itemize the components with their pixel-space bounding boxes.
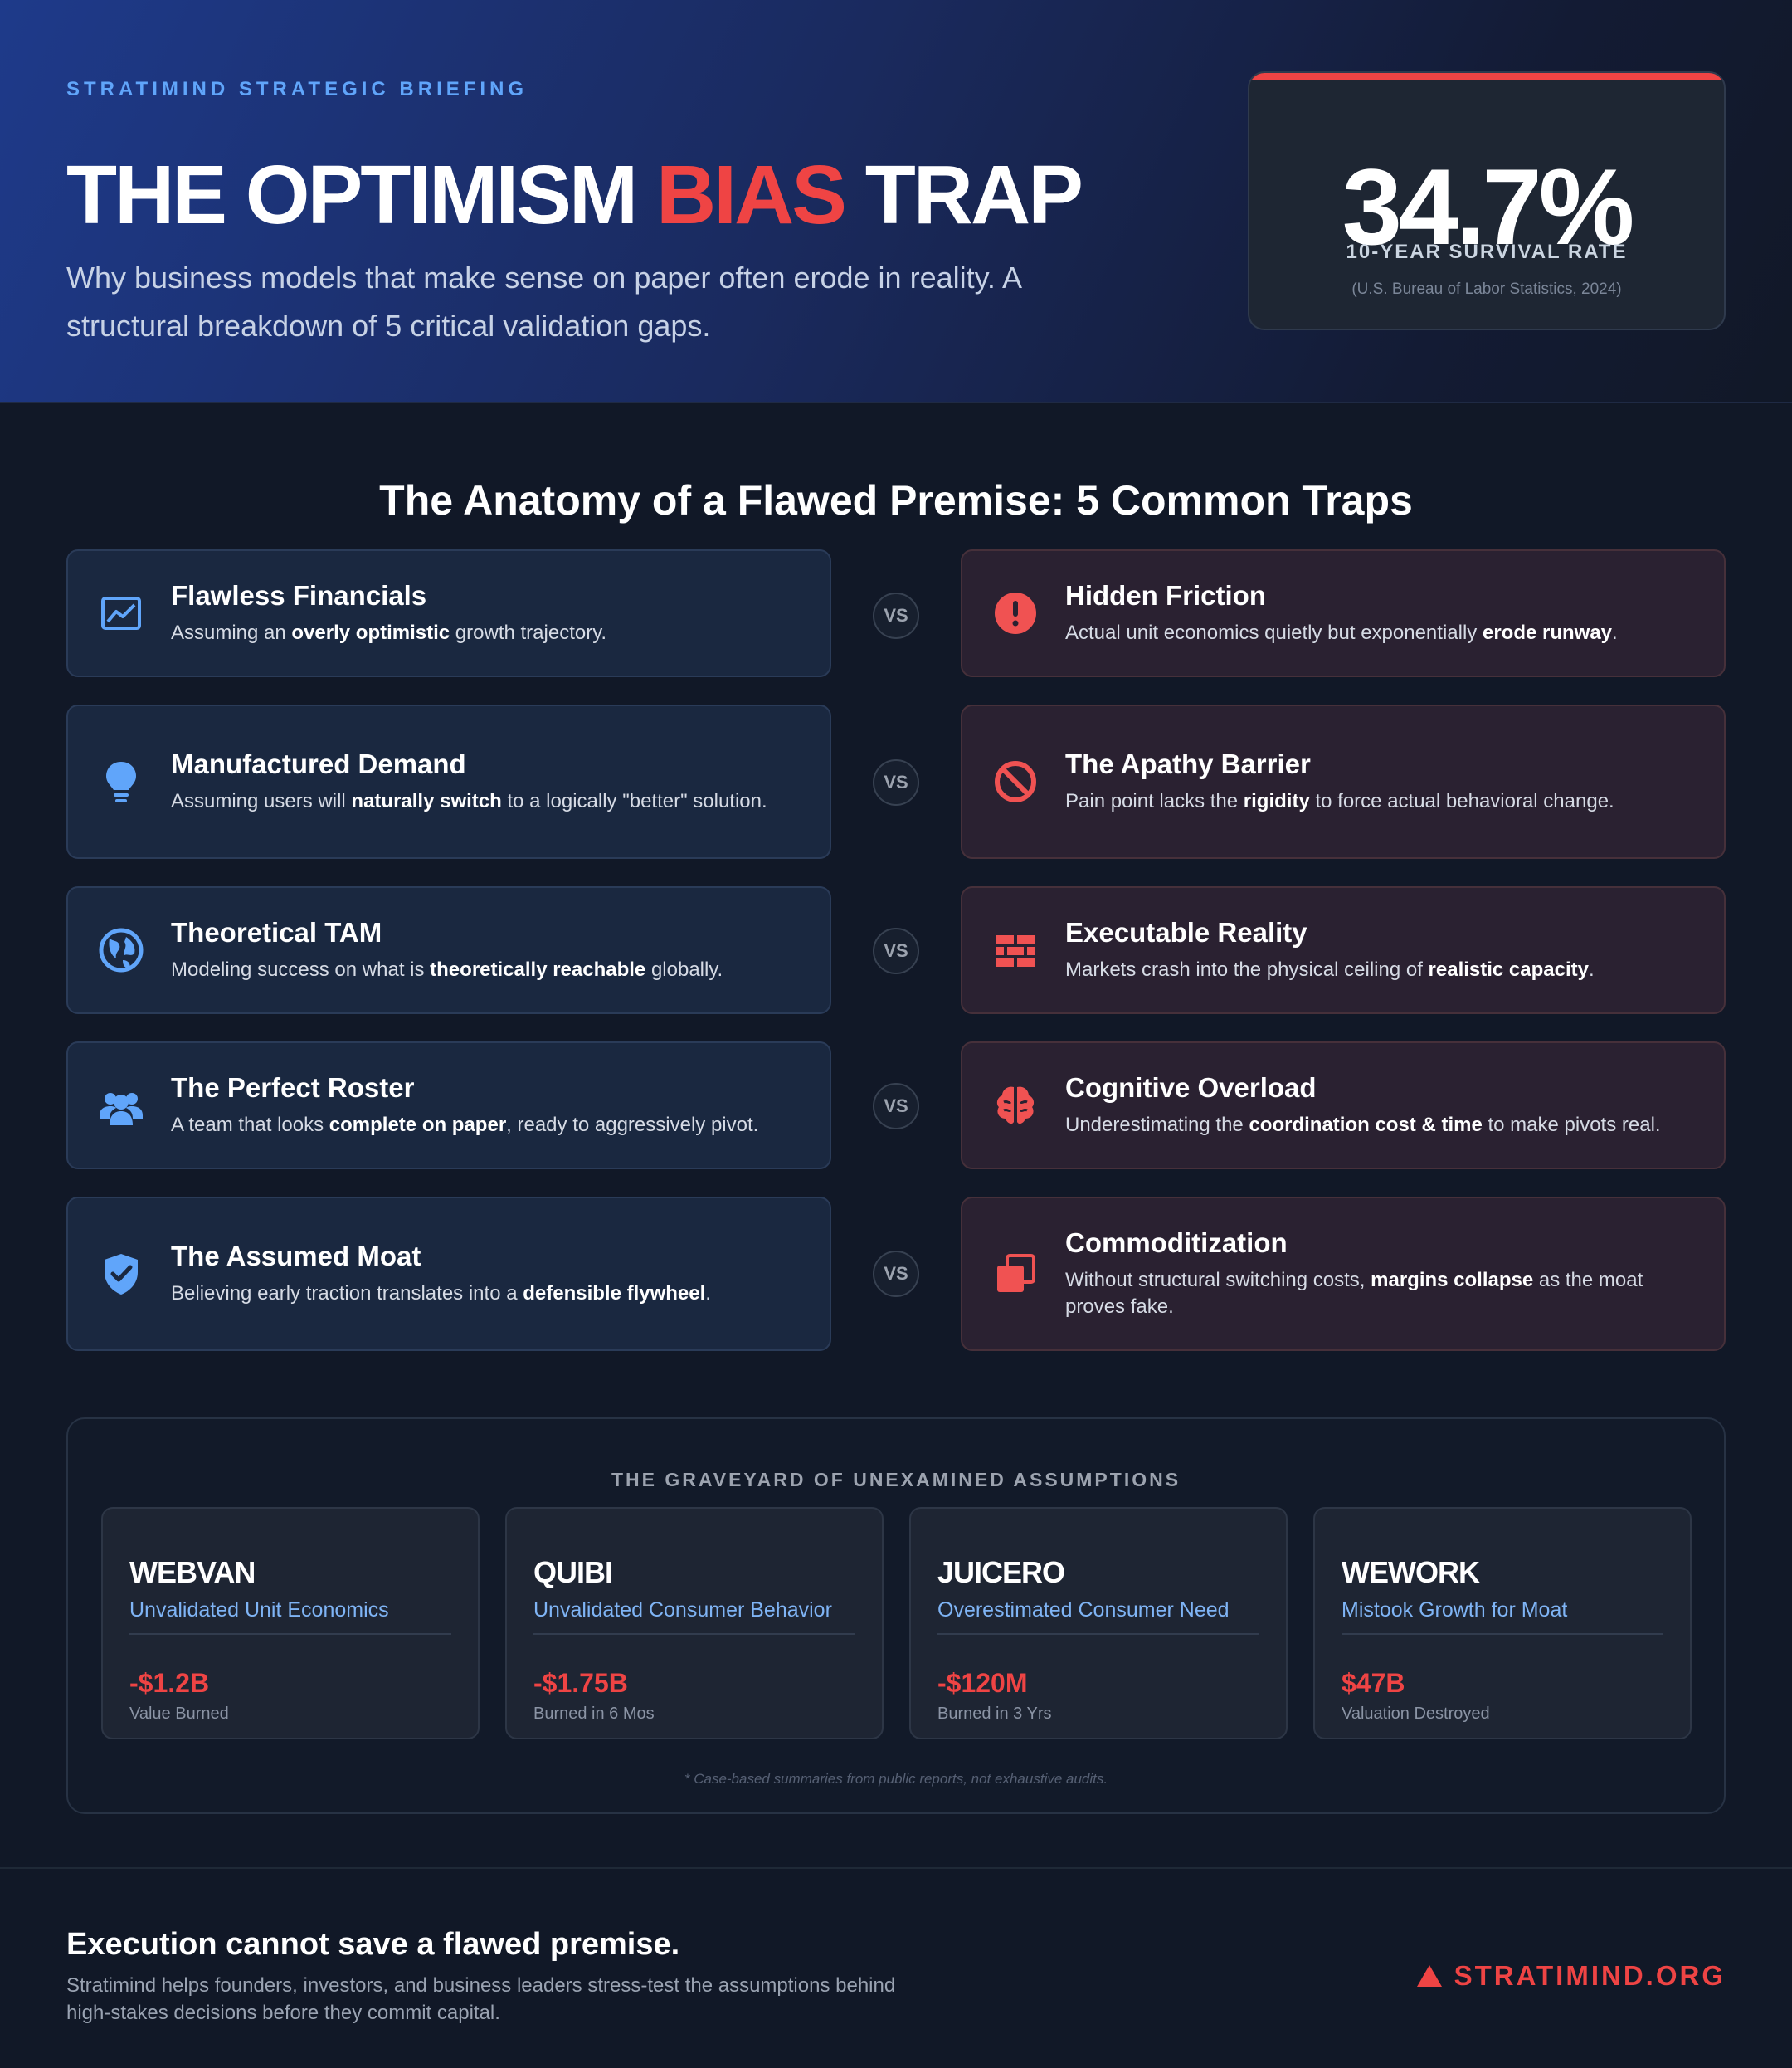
vs-badge: VS (873, 593, 919, 639)
page-subtitle: Why business models that make sense on p… (66, 261, 1020, 343)
case-value: -$1.75B (533, 1668, 628, 1698)
card-title: Manufactured Demand (171, 749, 466, 779)
reality-card-overload: Cognitive Overload Underestimating the c… (961, 1041, 1726, 1169)
card-desc: Actual unit economics quietly but expone… (1065, 622, 1618, 644)
case-divider (533, 1633, 855, 1635)
reality-card-capacity: Executable Reality Markets crash into th… (961, 886, 1726, 1014)
graveyard-title: THE GRAVEYARD OF UNEXAMINED ASSUMPTIONS (611, 1469, 1181, 1490)
card-desc: Assuming an overly optimistic growth tra… (171, 622, 607, 644)
footer-title: Execution cannot save a flawed premise. (66, 1927, 680, 1962)
case-name: WEBVAN (129, 1555, 256, 1589)
copy-icon (997, 1254, 1035, 1292)
assumption-card-roster: The Perfect Roster A team that looks com… (66, 1041, 831, 1169)
reality-card-apathy: The Apathy Barrier Pain point lacks the … (961, 705, 1726, 859)
footer-divider (0, 1867, 1792, 1869)
case-card-wework: WEWORK Mistook Growth for Moat $47B Valu… (1313, 1507, 1692, 1739)
vs-badge: VS (873, 1251, 919, 1297)
title-accent: BIAS (656, 149, 847, 241)
case-divider (937, 1633, 1259, 1635)
card-title: The Perfect Roster (171, 1072, 415, 1103)
case-note: Value Burned (129, 1705, 229, 1723)
triangle-icon (1416, 1965, 1442, 1987)
case-card-webvan: WEBVAN Unvalidated Unit Economics -$1.2B… (101, 1507, 480, 1739)
card-desc: Modeling success on what is theoreticall… (171, 958, 723, 981)
card-desc: Without structural switching costs, marg… (1065, 1269, 1643, 1318)
ban-icon (995, 761, 1036, 802)
case-reason: Unvalidated Unit Economics (129, 1598, 389, 1622)
case-name: JUICERO (937, 1555, 1065, 1589)
alert-circle-icon (995, 593, 1036, 634)
case-note: Valuation Destroyed (1342, 1705, 1490, 1723)
card-desc: A team that looks complete on paper, rea… (171, 1114, 759, 1136)
assumption-card-demand: Manufactured Demand Assuming users will … (66, 705, 831, 859)
chart-line-icon (101, 597, 141, 630)
card-title: The Apathy Barrier (1065, 749, 1311, 779)
brick-wall-icon (996, 935, 1035, 967)
graveyard-panel: THE GRAVEYARD OF UNEXAMINED ASSUMPTIONS … (66, 1417, 1726, 1814)
title-part-1: THE OPTIMISM (66, 149, 656, 241)
lightbulb-icon (106, 762, 136, 802)
stat-value: 34.7% (1342, 146, 1635, 267)
case-value: -$120M (937, 1668, 1028, 1698)
assumption-card-tam: Theoretical TAM Modeling success on what… (66, 886, 831, 1014)
card-title: Cognitive Overload (1065, 1072, 1317, 1103)
survival-stat-card: 34.7% 10-YEAR SURVIVAL RATE (U.S. Bureau… (1248, 71, 1726, 330)
case-reason: Overestimated Consumer Need (937, 1598, 1230, 1622)
case-divider (129, 1633, 451, 1635)
card-desc: Underestimating the coordination cost & … (1065, 1114, 1661, 1136)
vs-badge: VS (873, 1083, 919, 1129)
traps-section-title: The Anatomy of a Flawed Premise: 5 Commo… (379, 477, 1413, 524)
case-name: WEWORK (1342, 1555, 1480, 1589)
case-note: Burned in 3 Yrs (937, 1705, 1052, 1723)
stat-label: 10-YEAR SURVIVAL RATE (1346, 241, 1628, 263)
assumption-card-financials: Flawless Financials Assuming an overly o… (66, 549, 831, 677)
hero-header: STRATIMIND STRATEGIC BRIEFING THE OPTIMI… (0, 0, 1792, 403)
card-title: Flawless Financials (171, 580, 427, 611)
case-value: -$1.2B (129, 1668, 210, 1698)
card-desc: Markets crash into the physical ceiling … (1065, 958, 1595, 981)
kicker: STRATIMIND STRATEGIC BRIEFING (66, 78, 528, 100)
globe-icon (99, 928, 144, 973)
case-reason: Mistook Growth for Moat (1342, 1598, 1568, 1622)
case-value: $47B (1342, 1668, 1405, 1698)
case-name: QUIBI (533, 1555, 613, 1589)
card-title: Hidden Friction (1065, 580, 1266, 611)
stat-accent-bar (1249, 73, 1724, 80)
title-part-2: TRAP (844, 149, 1083, 241)
footer-text: Stratimind helps founders, investors, an… (66, 1974, 896, 2024)
card-desc: Believing early traction translates into… (171, 1282, 711, 1305)
card-title: Commoditization (1065, 1227, 1288, 1258)
brand-link[interactable]: STRATIMIND.ORG (1416, 1960, 1726, 1992)
shield-check-icon (105, 1254, 138, 1295)
stat-source: (U.S. Bureau of Labor Statistics, 2024) (1351, 280, 1622, 298)
brand-text: STRATIMIND.ORG (1454, 1960, 1726, 1991)
assumption-card-moat: The Assumed Moat Believing early tractio… (66, 1197, 831, 1351)
page-title: THE OPTIMISM BIAS TRAP (66, 148, 1083, 243)
vs-badge: VS (873, 759, 919, 806)
card-title: Theoretical TAM (171, 917, 382, 948)
case-reason: Unvalidated Consumer Behavior (533, 1598, 832, 1622)
case-card-quibi: QUIBI Unvalidated Consumer Behavior -$1.… (505, 1507, 884, 1739)
graveyard-footnote: * Case-based summaries from public repor… (684, 1771, 1108, 1787)
case-note: Burned in 6 Mos (533, 1705, 655, 1723)
users-icon (100, 1093, 143, 1125)
case-divider (1342, 1633, 1663, 1635)
card-desc: Assuming users will naturally switch to … (171, 790, 767, 812)
case-card-juicero: JUICERO Overestimated Consumer Need -$12… (909, 1507, 1288, 1739)
reality-card-commoditization: Commoditization Without structural switc… (961, 1197, 1726, 1351)
brain-icon (996, 1086, 1035, 1124)
reality-card-friction: Hidden Friction Actual unit economics qu… (961, 549, 1726, 677)
card-title: Executable Reality (1065, 917, 1307, 948)
vs-badge: VS (873, 928, 919, 974)
card-title: The Assumed Moat (171, 1241, 421, 1271)
card-desc: Pain point lacks the rigidity to force a… (1065, 790, 1614, 812)
